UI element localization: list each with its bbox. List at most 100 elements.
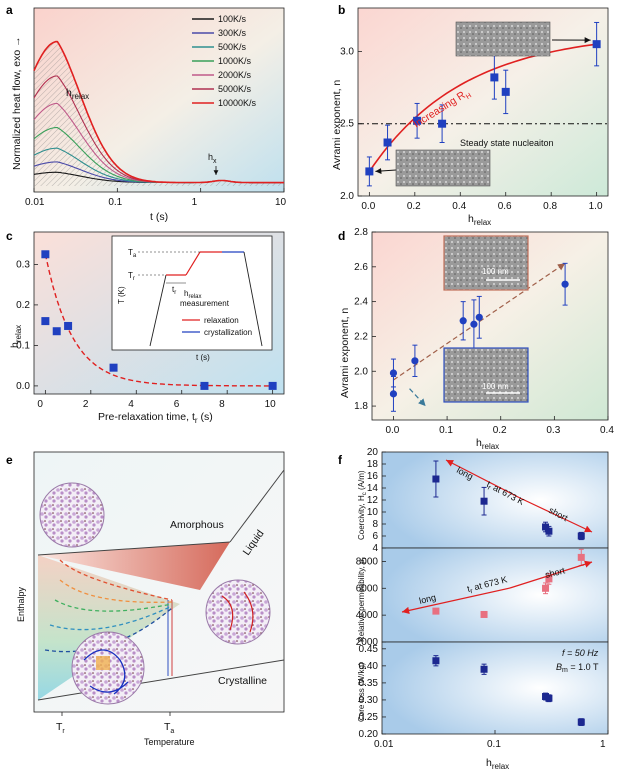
- panel-e-x-label: Temperature: [144, 737, 195, 747]
- panel-a-legend: 100K/s 300K/s 500K/s 1000K/s 2000K/s 5000K/s 1…: [192, 14, 257, 108]
- f-bot-y-tick-label: 0.45: [359, 644, 379, 655]
- panel-e-letter: e: [6, 453, 13, 467]
- f-mid-long-arrow: [401, 587, 511, 614]
- legend-entry: 500K/s: [218, 42, 247, 52]
- panel-b-point: [592, 40, 601, 49]
- f-top-y-tick-label: 4: [372, 543, 378, 554]
- f-mid-y-label: Relative permeability, μr: [357, 557, 368, 642]
- f-mid-y-tick-label: 8000: [356, 556, 379, 567]
- f-top-point: [480, 497, 488, 505]
- legend-entry: 5000K/s: [218, 84, 252, 94]
- panel-c-x-label: Pre-relaxation time, tr (s): [98, 411, 213, 425]
- panel-f-middle-area: [381, 547, 609, 643]
- panel-b-point: [501, 87, 510, 96]
- panel-b-x-tick-label: 0.2: [407, 201, 421, 212]
- panel-b-x-tick-label: 1.0: [589, 201, 603, 212]
- panel-b-x-tick-label: 0.6: [498, 201, 512, 212]
- panel-b-y-tick-label: 3.0: [340, 46, 354, 57]
- tem-inset-top: [455, 21, 551, 57]
- panel-b-point: [383, 138, 392, 147]
- f-bot-x-tick-label: 1: [600, 739, 606, 750]
- scale-text-top: 100 nm: [482, 267, 509, 276]
- f-top-short-arrow: [519, 497, 593, 533]
- panel-a-x-tick-label: 1: [192, 197, 198, 208]
- panel-d-point: [561, 280, 569, 288]
- f-top-y-tick-label: 16: [367, 471, 379, 482]
- panel-e-y-label: Enthalpy: [16, 586, 26, 622]
- amorphous-label: Amorphous: [170, 519, 224, 531]
- inset-x-label: t (s): [196, 353, 210, 362]
- f-top-point: [542, 523, 550, 531]
- panel-d-point: [459, 317, 467, 325]
- panel-c-x-tick-label: 0: [37, 399, 43, 410]
- scale-text-bottom: 100 nm: [482, 382, 509, 391]
- panel-f-x-label: hrelax: [486, 757, 509, 771]
- panel-d-trend-arrow: [393, 262, 566, 381]
- heat-flow-curve-10000K/s: [33, 40, 284, 184]
- tem-inset-d-bottom: [443, 347, 529, 403]
- panel-b-point: [438, 119, 447, 128]
- inset-hrelax: hrelax: [184, 289, 201, 300]
- f-top-y-tick-label: 14: [367, 483, 379, 494]
- panel-c-point: [109, 363, 118, 372]
- f-top-point: [545, 527, 553, 535]
- panel-a-x-ticks: 0.01 0.1 1 10: [25, 188, 287, 208]
- f-top-y-tick-label: 10: [367, 507, 379, 518]
- panel-f-top-area: [381, 451, 609, 549]
- panel-b-x-tick-label: 0.0: [361, 201, 375, 212]
- panel-d-x-label: hrelax: [476, 437, 499, 451]
- partial-crystal-circle: [205, 579, 271, 645]
- f-bot-point: [577, 718, 585, 726]
- tem-inset-d-top: [443, 235, 529, 291]
- hrelax-annotation: hrelax: [66, 87, 89, 101]
- hx-annotation: hx: [208, 152, 217, 165]
- inset-relax-ramp: [185, 251, 201, 276]
- f-cond2: Bm = 1.0 T: [556, 662, 599, 674]
- f-mid-point: [577, 553, 585, 561]
- f-bot-point: [545, 694, 553, 702]
- panel-d-y-tick-label: 2.6: [354, 262, 368, 273]
- panel-b-point: [490, 73, 499, 82]
- panel-b-y-label: Avrami exponent, n: [331, 80, 343, 170]
- panel-b-point: [413, 116, 422, 125]
- f-top-point: [432, 475, 440, 483]
- f-bottom-y-label: Core loss (W/kg): [357, 662, 366, 722]
- f-mid-point: [545, 575, 553, 583]
- panel-d-y-tick-label: 2.2: [354, 331, 368, 342]
- panel-b-y-tick-label: 2.5: [340, 119, 354, 130]
- f-bot-x-tick-label: 0.1: [487, 739, 501, 750]
- liquid-line: [229, 469, 285, 543]
- panel-f-bottom-area: [381, 641, 609, 735]
- panel-c-fit-curve: [44, 254, 273, 387]
- panel-b-y-tick-label: 2.0: [340, 191, 354, 202]
- panel-c-marks: 0 2 4 6 8 10 0.0 0.1 0.2 0.3: [16, 250, 277, 410]
- panel-a: a Normalized heat flow, exo → t (s) 0.01…: [6, 3, 287, 223]
- panel-d-point: [389, 369, 398, 377]
- ta-label: Ta: [164, 721, 174, 735]
- panel-d-y-label: Avrami exponent, n: [339, 308, 351, 398]
- legend-entry: 300K/s: [218, 28, 247, 38]
- legend-entry: 1000K/s: [218, 56, 252, 66]
- panel-b-point: [365, 167, 374, 176]
- panel-c-x-tick-label: 10: [265, 399, 277, 410]
- hrelax-hatched-area: [34, 41, 284, 186]
- arc-3: [54, 599, 173, 612]
- panel-d-x-tick-label: 0.4: [600, 425, 614, 436]
- panel-c-point: [268, 381, 277, 390]
- panel-d-y-tick-label: 2.8: [354, 227, 368, 238]
- panel-d-x-tick-label: 0.3: [546, 425, 560, 436]
- f-cond1: f = 50 Hz: [562, 648, 599, 658]
- panel-d-marks: 0.0 0.1 0.2 0.3 0.4 1.8 2.0 2.2 2.4 2.6 2.8: [354, 227, 614, 436]
- f-mid-short-arrow: [509, 560, 593, 589]
- panel-b-x-label: hrelax: [468, 213, 491, 227]
- steady-state-label: Steady state nucleaiton: [460, 138, 554, 148]
- inset-heat-ramp: [149, 274, 167, 347]
- panel-d-x-tick-label: 0.2: [493, 425, 507, 436]
- f-top-y-tick-label: 12: [367, 495, 379, 506]
- panel-a-x-tick-label: 0.1: [108, 197, 122, 208]
- panel-d-point: [389, 390, 398, 398]
- panel-c-x-tick-label: 6: [174, 399, 180, 410]
- panel-c-inset: Ta Tr tr hrelax measurement relaxation c…: [111, 235, 273, 362]
- inset-legend-relax: relaxation: [204, 316, 239, 325]
